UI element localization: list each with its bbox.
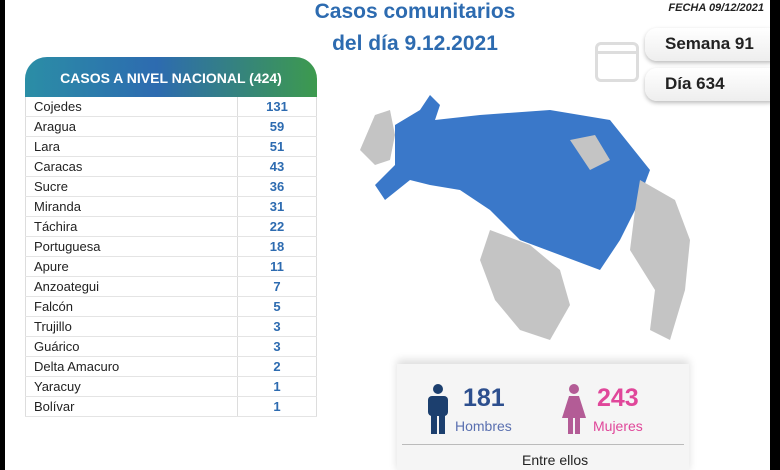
map-region-gray-east [570, 135, 610, 170]
state-cases: 22 [237, 217, 317, 236]
state-cases: 18 [237, 237, 317, 256]
venezuela-map [360, 95, 690, 340]
between-label: Entre ellos [522, 452, 589, 468]
calendar-icon [595, 42, 639, 82]
state-cases: 2 [237, 357, 317, 376]
man-icon [428, 384, 448, 434]
title-line1: Casos comunitarios [314, 0, 516, 23]
state-name: Miranda [25, 197, 237, 216]
woman-icon [562, 384, 586, 434]
table-row: Guárico 3 [25, 337, 317, 357]
gender-panel: 181 Hombres 243 Mujeres Entre ellos [397, 364, 689, 470]
table-row: Portuguesa 18 [25, 237, 317, 257]
table-row: Falcón 5 [25, 297, 317, 317]
state-cases: 31 [237, 197, 317, 216]
table-row: Táchira 22 [25, 217, 317, 237]
table-row: Lara 51 [25, 137, 317, 157]
state-name: Bolívar [25, 397, 237, 416]
state-cases: 51 [237, 137, 317, 156]
state-name: Sucre [25, 177, 237, 196]
state-name: Guárico [25, 337, 237, 356]
state-cases: 1 [237, 397, 317, 416]
state-cases: 3 [237, 337, 317, 356]
state-name: Anzoategui [25, 277, 237, 296]
state-name: Falcón [25, 297, 237, 316]
state-cases: 5 [237, 297, 317, 316]
state-cases: 1 [237, 377, 317, 396]
week-badge: Semana 91 [645, 28, 770, 61]
state-cases: 59 [237, 117, 317, 136]
state-name: Caracas [25, 157, 237, 176]
men-label: Hombres [455, 418, 512, 434]
table-row: Caracas 43 [25, 157, 317, 177]
state-name: Táchira [25, 217, 237, 236]
table-row: Aragua 59 [25, 117, 317, 137]
state-name: Apure [25, 257, 237, 276]
table-row: Yaracuy 1 [25, 377, 317, 397]
cases-table: CASOS A NIVEL NACIONAL (424) Cojedes 131 A… [25, 57, 317, 417]
table-header: CASOS A NIVEL NACIONAL (424) [25, 57, 317, 97]
state-cases: 7 [237, 277, 317, 296]
state-name: Cojedes [25, 97, 237, 116]
state-name: Aragua [25, 117, 237, 136]
title-line2: del día 9.12.2021 [332, 32, 498, 55]
state-cases: 3 [237, 317, 317, 336]
state-cases: 131 [237, 97, 317, 116]
state-name: Trujillo [25, 317, 237, 336]
men-count: 181 [463, 384, 505, 412]
state-name: Portuguesa [25, 237, 237, 256]
map-region-gray-west [360, 110, 395, 165]
table-row: Bolívar 1 [25, 397, 317, 417]
table-row: Miranda 31 [25, 197, 317, 217]
table-row: Anzoategui 7 [25, 277, 317, 297]
state-name: Lara [25, 137, 237, 156]
map-region-gray-essequibo [630, 180, 690, 340]
state-cases: 36 [237, 177, 317, 196]
infographic: Casos comunitarios del día 9.12.2021 FECH… [5, 0, 770, 470]
table-row: Sucre 36 [25, 177, 317, 197]
state-cases: 11 [237, 257, 317, 276]
state-cases: 43 [237, 157, 317, 176]
women-label: Mujeres [593, 418, 643, 434]
table-row: Apure 11 [25, 257, 317, 277]
state-name: Delta Amacuro [25, 357, 237, 376]
map-region-gray-south [480, 230, 570, 340]
day-badge: Día 634 [645, 68, 770, 101]
divider [402, 444, 684, 445]
table-row: Trujillo 3 [25, 317, 317, 337]
page-title: Casos comunitarios del día 9.12.2021 [275, 0, 555, 60]
table-row: Delta Amacuro 2 [25, 357, 317, 377]
women-count: 243 [597, 384, 639, 412]
date-label: FECHA 09/12/2021 [668, 2, 764, 14]
state-name: Yaracuy [25, 377, 237, 396]
table-row: Cojedes 131 [25, 97, 317, 117]
